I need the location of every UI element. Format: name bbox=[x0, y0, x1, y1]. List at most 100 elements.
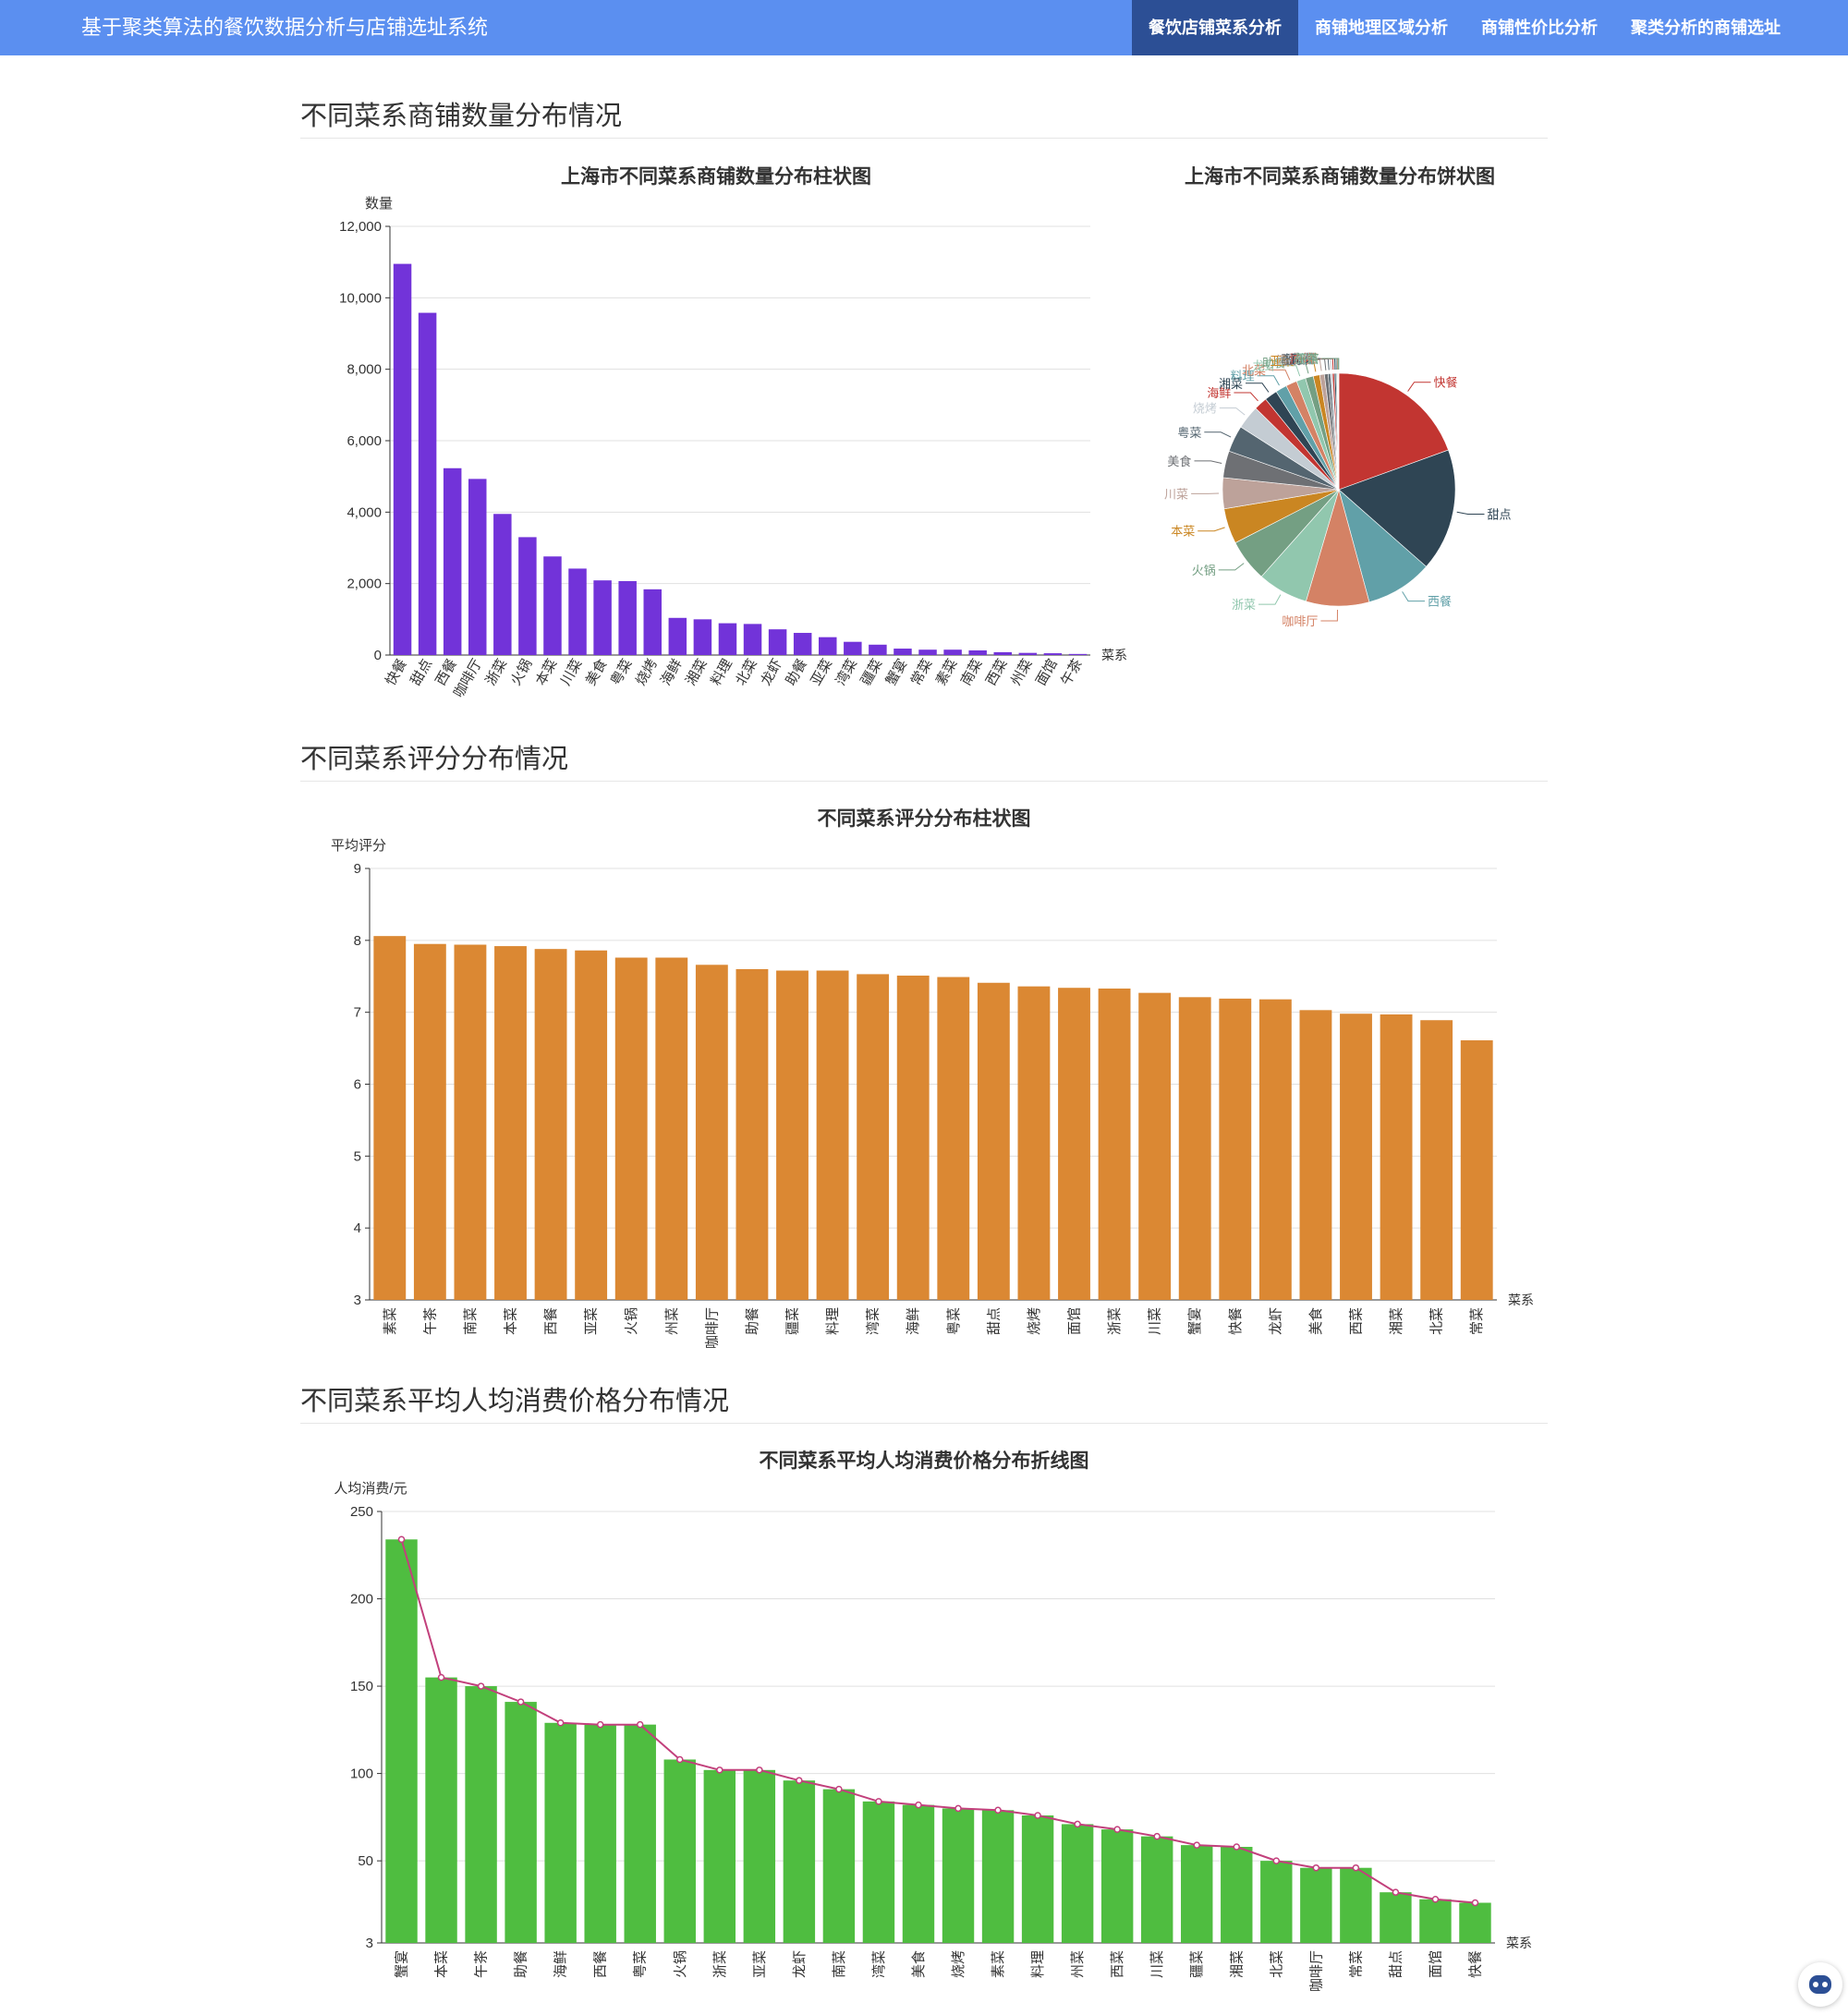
y-tick-label: 12,000 bbox=[339, 219, 382, 235]
bar bbox=[783, 1780, 816, 1943]
x-tick-label: 州菜 bbox=[1008, 657, 1036, 688]
line-point bbox=[1153, 1832, 1161, 1840]
pie-leader-line bbox=[1246, 382, 1270, 393]
x-tick-label: 川菜 bbox=[1148, 1307, 1163, 1335]
bar bbox=[736, 968, 769, 1300]
bar bbox=[413, 943, 446, 1300]
x-tick-label: 西餐 bbox=[543, 1307, 559, 1335]
bar bbox=[1460, 1040, 1493, 1300]
nav-cuisine-analysis[interactable]: 餐饮店铺菜系分析 bbox=[1132, 0, 1298, 55]
pie-label: 助餐 bbox=[1262, 357, 1286, 370]
section-title-count: 不同菜系商铺数量分布情况 bbox=[300, 102, 623, 131]
bar bbox=[816, 970, 849, 1300]
section-divider bbox=[300, 781, 1548, 782]
bar bbox=[468, 479, 487, 655]
bar bbox=[743, 1769, 776, 1943]
x-tick-label: 浙菜 bbox=[1107, 1307, 1123, 1335]
nav-value-analysis[interactable]: 商铺性价比分析 bbox=[1481, 18, 1598, 37]
x-tick-label: 浙菜 bbox=[712, 1950, 728, 1978]
bar bbox=[1100, 1829, 1134, 1943]
pie-slice bbox=[1338, 372, 1449, 491]
chart-title: 不同菜系平均人均消费价格分布折线图 bbox=[760, 1450, 1089, 1472]
x-tick-label: 亚菜 bbox=[752, 1950, 768, 1978]
bar bbox=[1299, 1010, 1332, 1300]
x-tick-label: 烧烤 bbox=[633, 657, 661, 688]
bar bbox=[1221, 1847, 1253, 1943]
x-tick-label: 疆菜 bbox=[1189, 1950, 1205, 1978]
x-tick-label: 海鲜 bbox=[553, 1950, 569, 1978]
bar bbox=[1017, 986, 1051, 1300]
y-tick-label: 8 bbox=[354, 933, 361, 949]
bar bbox=[454, 944, 487, 1300]
line-point bbox=[1431, 1895, 1440, 1903]
bar bbox=[534, 949, 567, 1300]
line-point bbox=[1471, 1899, 1479, 1907]
bar bbox=[977, 982, 1010, 1300]
bar bbox=[743, 624, 762, 655]
bar bbox=[465, 1686, 497, 1943]
x-tick-label: 助餐 bbox=[514, 1950, 529, 1978]
x-tick-label: 烧烤 bbox=[951, 1950, 967, 1978]
x-tick-label: 海鲜 bbox=[906, 1307, 921, 1335]
y-tick-label: 5 bbox=[354, 1148, 361, 1164]
pie-label: 疆菜 bbox=[1282, 353, 1306, 367]
line-point bbox=[1233, 1843, 1241, 1851]
x-tick-label: 美食 bbox=[1308, 1307, 1324, 1335]
x-tick-label: 西菜 bbox=[983, 657, 1011, 688]
x-tick-label: 粤菜 bbox=[945, 1307, 962, 1335]
line-point bbox=[994, 1806, 1002, 1815]
bar bbox=[1340, 1867, 1372, 1943]
pie-label: 龙虾 bbox=[1253, 359, 1277, 373]
line-point bbox=[636, 1720, 644, 1729]
chart-title: 上海市不同菜系商铺数量分布饼状图 bbox=[1185, 165, 1495, 188]
nav-cluster-site-selection[interactable]: 聚类分析的商铺选址 bbox=[1631, 18, 1781, 37]
section-title-rating: 不同菜系评分分布情况 bbox=[300, 745, 569, 774]
bar bbox=[968, 649, 987, 655]
x-tick-label: 浙菜 bbox=[483, 657, 511, 688]
pie-leader-line bbox=[1194, 460, 1222, 464]
x-tick-label: 川菜 bbox=[1149, 1950, 1165, 1978]
main-nav: 餐饮店铺菜系分析 商铺地理区域分析 商铺性价比分析 聚类分析的商铺选址 bbox=[1132, 0, 1797, 55]
bar bbox=[393, 263, 412, 655]
x-tick-label: 南菜 bbox=[958, 657, 986, 688]
bar bbox=[1178, 997, 1211, 1300]
bar bbox=[1061, 1824, 1094, 1943]
pie-label: 湾菜 bbox=[1276, 354, 1300, 368]
pie-label: 亚菜 bbox=[1270, 355, 1295, 369]
robot-icon bbox=[1809, 1975, 1831, 1994]
bar bbox=[1021, 1815, 1054, 1943]
bar bbox=[1098, 988, 1131, 1300]
bar bbox=[981, 1810, 1015, 1943]
x-tick-label: 龙虾 bbox=[758, 657, 785, 688]
line-point bbox=[596, 1720, 604, 1729]
x-tick-label: 午茶 bbox=[474, 1950, 490, 1978]
x-tick-label: 亚菜 bbox=[584, 1307, 600, 1335]
pie-label: 蟹宴 bbox=[1284, 352, 1308, 366]
x-tick-label: 快餐 bbox=[383, 657, 410, 688]
x-tick-label: 川菜 bbox=[558, 657, 586, 688]
y-axis-label: 数量 bbox=[365, 196, 393, 212]
pie-slice bbox=[1338, 449, 1456, 567]
x-tick-label: 美食 bbox=[911, 1950, 927, 1978]
section-divider bbox=[300, 1423, 1548, 1424]
chart-title: 上海市不同菜系商铺数量分布柱状图 bbox=[561, 165, 871, 188]
bar bbox=[1219, 998, 1252, 1300]
pie-leader-line bbox=[1234, 392, 1258, 402]
bar bbox=[862, 1801, 895, 1943]
pie-leader-line bbox=[1198, 527, 1225, 532]
x-tick-label: 粤菜 bbox=[632, 1950, 649, 1978]
line-point bbox=[397, 1536, 406, 1544]
price-line bbox=[400, 1539, 1476, 1904]
x-tick-label: 龙虾 bbox=[792, 1950, 808, 1978]
pie-leader-line bbox=[1407, 382, 1431, 392]
pie-label: 州菜 bbox=[1294, 352, 1318, 366]
line-point bbox=[1113, 1826, 1121, 1833]
bar bbox=[643, 589, 662, 655]
assistant-float-button[interactable] bbox=[1798, 1962, 1842, 2007]
line-point bbox=[676, 1755, 684, 1764]
nav-region-analysis[interactable]: 商铺地理区域分析 bbox=[1315, 18, 1448, 37]
line-point bbox=[1074, 1820, 1081, 1828]
line-point bbox=[1392, 1888, 1400, 1896]
x-tick-label: 西餐 bbox=[593, 1950, 609, 1978]
bar bbox=[1459, 1902, 1491, 1943]
